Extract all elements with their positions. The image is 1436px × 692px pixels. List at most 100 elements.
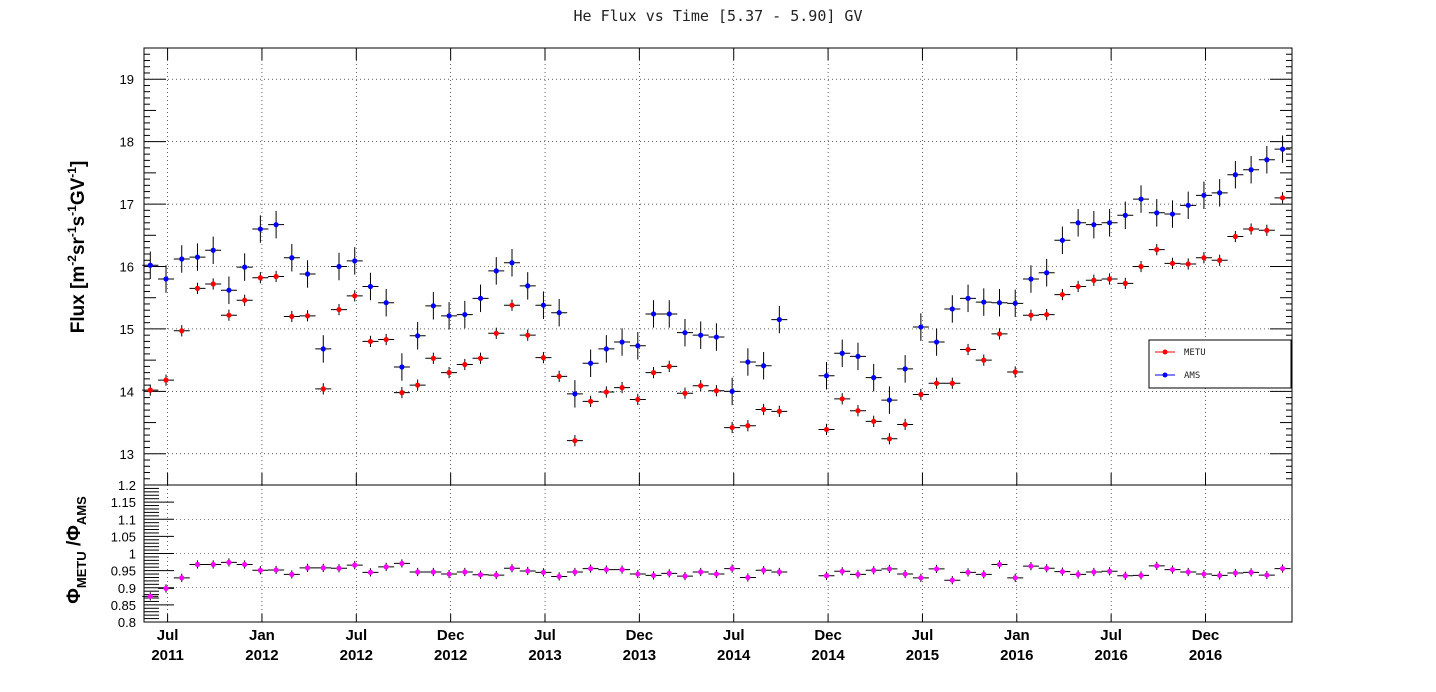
metu-marker	[462, 361, 468, 368]
metu-marker	[320, 386, 326, 392]
ratio-marker	[273, 567, 279, 573]
ams-point	[205, 236, 222, 265]
metu-marker	[713, 388, 720, 394]
ratio-point	[409, 567, 426, 577]
metu-marker	[1217, 257, 1223, 263]
ams-point	[708, 323, 725, 351]
ratio-marker	[1091, 569, 1097, 575]
ams-marker	[1106, 220, 1113, 226]
legend: METU AMS	[1148, 339, 1292, 389]
metu-point	[535, 352, 552, 364]
top-y-tick-label: 13	[120, 447, 134, 462]
ratio-point	[897, 569, 914, 579]
ams-marker	[619, 339, 625, 345]
ratio-point	[661, 569, 678, 578]
metu-marker	[1106, 276, 1113, 282]
metu-point	[441, 367, 458, 379]
ams-marker	[729, 388, 735, 394]
metu-point	[1211, 254, 1228, 266]
metu-point	[1227, 230, 1244, 243]
ratio-point	[488, 570, 505, 580]
ratio-marker	[336, 565, 342, 571]
metu-point	[1085, 274, 1102, 286]
ratio-marker	[383, 564, 389, 570]
ams-marker	[839, 350, 845, 356]
metu-point	[834, 393, 851, 405]
metu-marker	[619, 385, 625, 391]
bottom-y-axis-label: ΦMETU /ΦAMS	[64, 496, 89, 604]
metu-point	[661, 360, 678, 373]
metu-marker	[1044, 311, 1050, 318]
metu-marker	[415, 382, 421, 388]
metu-marker	[430, 355, 436, 361]
ams-marker	[304, 271, 311, 277]
ratio-point	[1133, 571, 1150, 580]
metu-marker	[163, 377, 169, 383]
ratio-point	[676, 571, 693, 581]
ratio-marker	[839, 568, 845, 574]
metu-marker	[949, 380, 955, 386]
ratio-marker	[179, 575, 185, 581]
metu-marker	[1154, 247, 1160, 253]
ams-point	[1054, 226, 1071, 255]
metu-marker	[493, 330, 499, 336]
metu-point	[897, 418, 914, 431]
ratio-marker	[210, 561, 216, 568]
metu-point	[818, 423, 835, 436]
metu-point	[1164, 257, 1181, 269]
top-axis-ticks: 13 14 15 16 17 18 19	[120, 47, 1292, 486]
ams-marker	[1201, 192, 1207, 198]
metu-marker	[650, 370, 657, 376]
x-tick-month-label: Jul	[157, 627, 179, 644]
metu-marker	[1059, 291, 1065, 298]
ams-marker	[776, 316, 782, 323]
ratio-marker	[1169, 566, 1176, 573]
metu-marker	[698, 383, 704, 389]
ams-point	[912, 313, 929, 341]
metu-marker	[1185, 261, 1191, 267]
metu-point	[755, 403, 772, 416]
ams-point	[488, 257, 505, 285]
ams-marker	[918, 324, 924, 330]
ams-marker	[965, 295, 971, 301]
ratio-point	[614, 565, 631, 574]
ams-marker	[399, 364, 405, 370]
x-tick-year-label: 2015	[906, 647, 939, 664]
ratio-point	[645, 571, 662, 580]
ams-point	[944, 295, 961, 323]
ams-marker	[226, 287, 232, 293]
metu-point	[189, 282, 206, 294]
top-y-axis-label: Flux [m-2sr-1s-1GV-1]	[65, 161, 89, 334]
metu-marker	[1075, 283, 1081, 290]
x-tick-year-label: 2014	[717, 647, 751, 664]
ratio-point	[692, 567, 709, 577]
ams-point	[614, 328, 631, 356]
ams-marker	[383, 300, 389, 306]
metu-point	[142, 384, 159, 396]
metu-marker	[273, 273, 279, 280]
bottom-y-tick-label: 0.95	[111, 564, 136, 579]
metu-point	[1274, 192, 1291, 204]
ratio-point	[1022, 562, 1039, 571]
ratio-marker	[430, 569, 436, 575]
ratio-marker	[194, 561, 201, 568]
ratio-point	[849, 570, 866, 579]
ams-marker	[446, 313, 452, 319]
ams-marker	[996, 300, 1003, 306]
ams-point	[739, 348, 756, 376]
ams-marker	[603, 346, 609, 352]
metu-marker	[304, 313, 311, 319]
metu-point	[1195, 252, 1212, 264]
legend-metu-label: METU	[1184, 348, 1206, 358]
ratio-point	[566, 567, 583, 577]
metu-marker	[1012, 369, 1018, 375]
ams-point	[661, 300, 678, 328]
ratio-marker	[304, 565, 311, 571]
ratio-point	[1258, 570, 1275, 580]
ams-point	[1148, 199, 1165, 227]
x-tick-year-label: 2012	[340, 647, 373, 664]
metu-marker	[823, 426, 830, 433]
ratio-point	[378, 562, 395, 571]
ams-point	[456, 300, 473, 329]
metu-marker	[729, 424, 735, 431]
